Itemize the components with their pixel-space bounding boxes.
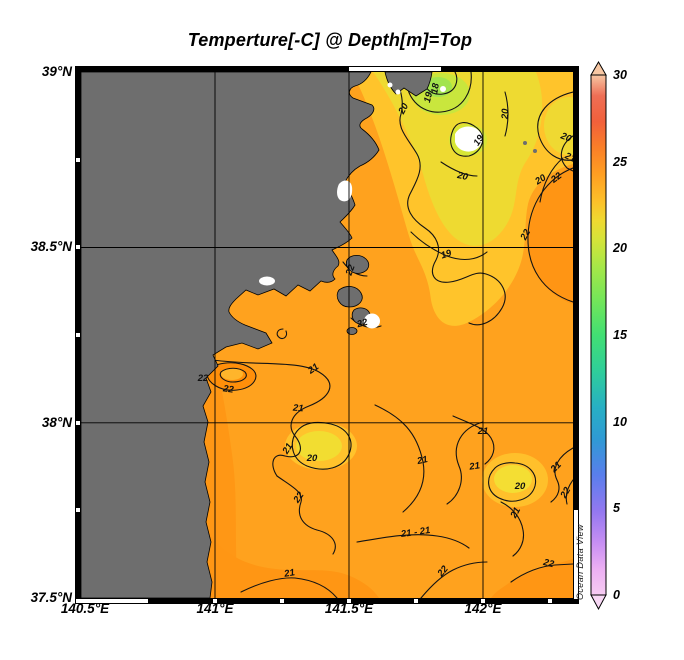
contour-label: 22	[558, 485, 573, 501]
lat-label-38n: 38°N	[41, 415, 72, 430]
lon-label-141-5e: 141.5°E	[324, 601, 374, 616]
contour-label: 21	[562, 150, 573, 165]
colorbar-arrow-down	[590, 594, 607, 611]
lat-label-37-5n: 37.5°N	[30, 590, 72, 605]
contour-label: 18	[429, 82, 442, 95]
map-frame-band-left	[76, 71, 80, 599]
contour-label: 22	[197, 373, 209, 384]
contour-label: 20	[514, 481, 526, 492]
contour-label: 22	[343, 263, 358, 278]
map-canvas[interactable]: 18 19 20 20 19 20 21 20 22 20 19 22 22 2…	[80, 71, 574, 599]
map-frame-band-bottom	[76, 599, 578, 603]
data-gaps	[259, 82, 483, 329]
colorbar-tick-15: 15	[613, 328, 627, 342]
contour-label: 20	[455, 170, 469, 183]
contour-label: 21	[282, 567, 295, 580]
temperature-field: 18 19 20 20 19 20 21 20 22 20 19 22 22 2…	[81, 72, 573, 598]
contour-label: 21	[415, 454, 429, 467]
map-frame-band-top	[76, 67, 578, 71]
island	[346, 254, 370, 274]
islet	[533, 149, 537, 153]
island	[336, 286, 363, 308]
ocean-data-view-credit: Ocean Data View	[575, 524, 585, 600]
temperature-zones	[203, 72, 573, 598]
colorbar-tick-25: 25	[613, 155, 627, 169]
mainland	[81, 72, 380, 598]
colorbar-gradient	[590, 74, 607, 596]
contour-label: 22	[221, 383, 235, 396]
map-frame	[75, 66, 579, 604]
map-frame-band-right	[574, 71, 578, 599]
colorbar	[590, 60, 607, 611]
lon-label-141e: 141°E	[196, 601, 234, 616]
contour-value-labels: 18 19 20 20 19 20 21 20 22 20 19 22 22 2…	[197, 82, 573, 580]
contour-label: 20	[396, 101, 411, 117]
contour-label: 21	[468, 460, 481, 473]
colorbar-tick-30: 30	[613, 68, 627, 82]
colorbar-tick-0: 0	[613, 588, 620, 602]
contour-label: 20	[500, 108, 511, 121]
colorbar-tick-5: 5	[613, 501, 620, 515]
contour-label: 22	[355, 317, 370, 331]
lon-label-140-5e: 140.5°E	[60, 601, 110, 616]
colorbar-tick-10: 10	[613, 415, 627, 429]
land-mass	[81, 72, 537, 598]
lat-label-39n: 39°N	[41, 64, 72, 79]
contour-label: 21	[292, 403, 304, 415]
contour-label: 21	[508, 506, 523, 521]
contour-label: 21	[305, 361, 321, 377]
colorbar-tick-20: 20	[613, 241, 627, 255]
graticule	[81, 72, 573, 598]
contour-label: 21	[280, 441, 295, 457]
contour-label: 21	[477, 426, 489, 437]
islet	[523, 141, 527, 145]
lon-label-142e: 142°E	[464, 601, 502, 616]
colorbar-arrow-up	[590, 60, 607, 76]
contour-label: 22	[518, 227, 533, 243]
lat-label-38-5n: 38.5°N	[30, 239, 72, 254]
contour-label: 19	[422, 90, 435, 104]
contour-label: 21 - 21	[399, 525, 431, 540]
contour-label: 22	[541, 557, 556, 571]
page-title: Temperture[-C] @ Depth[m]=Top	[187, 30, 473, 50]
contour-label: 19	[439, 248, 453, 262]
contour-label: 20	[306, 453, 318, 464]
contour-lines	[206, 72, 573, 598]
island	[346, 327, 358, 335]
contour-label: 20	[558, 130, 573, 145]
